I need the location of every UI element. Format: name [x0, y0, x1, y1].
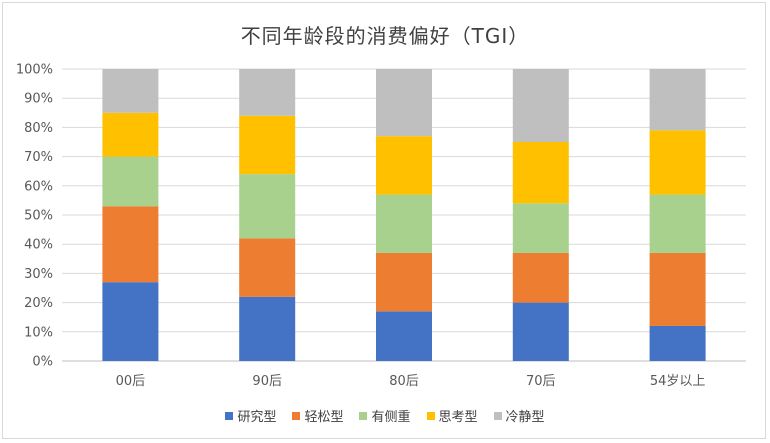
y-tick-label: 80%	[24, 121, 53, 136]
bar-segment-4	[239, 115, 296, 175]
bar-segment-1	[239, 296, 296, 361]
legend-label: 研究型	[237, 410, 277, 425]
bar-segment-4	[376, 136, 432, 195]
x-tick-label: 80后	[389, 374, 419, 389]
y-tick-label: 40%	[24, 238, 53, 253]
chart-title: 不同年龄段的消费偏好（TGI）	[240, 24, 530, 48]
y-tick-label: 70%	[24, 150, 53, 165]
bar-segment-4	[102, 112, 159, 157]
y-tick-label: 30%	[24, 267, 53, 282]
bar-segment-1	[102, 282, 159, 361]
bar-segment-5	[376, 69, 432, 137]
legend-swatch	[426, 411, 435, 420]
legend-item: 冷静型	[493, 406, 545, 425]
y-tick-label: 50%	[24, 209, 53, 224]
bar-segment-1	[376, 311, 432, 361]
legend-item: 有侧重	[359, 406, 411, 425]
legend-label: 冷静型	[505, 410, 545, 425]
legend-swatch	[493, 411, 502, 420]
x-tick-label: 90后	[252, 374, 282, 389]
legend-item: 思考型	[426, 406, 478, 425]
y-tick-label: 90%	[24, 92, 53, 107]
bar-segment-2	[512, 252, 569, 303]
legend-item: 轻松型	[292, 406, 343, 425]
bar-segment-1	[512, 302, 569, 361]
bar-segment-4	[649, 130, 706, 195]
legend-label: 思考型	[438, 410, 478, 425]
y-tick-label: 60%	[24, 179, 53, 194]
bar-segment-1	[649, 325, 706, 361]
bar-segment-3	[649, 194, 706, 253]
bar-segment-3	[512, 203, 569, 253]
y-axis-ticks: 0% 10% 20% 30% 40% 50% 60% 70% 80% 90% 100%	[16, 63, 53, 370]
bars	[102, 69, 706, 361]
y-tick-label: 100%	[16, 63, 53, 78]
bar-segment-5	[102, 69, 159, 113]
bar-segment-5	[512, 69, 569, 142]
x-axis-ticks: 00后 90后 80后 70后 54岁以上	[116, 374, 706, 389]
bar-segment-3	[102, 156, 159, 207]
bar-segment-2	[376, 252, 432, 312]
legend-swatch	[292, 411, 301, 420]
bar-segment-2	[649, 252, 706, 326]
y-tick-label: 20%	[24, 296, 53, 311]
y-tick-label: 10%	[24, 325, 53, 340]
legend-swatch	[225, 411, 234, 420]
bar-segment-3	[239, 174, 296, 239]
x-tick-label: 00后	[116, 374, 146, 389]
bar-segment-5	[239, 69, 296, 116]
legend-label: 有侧重	[371, 410, 411, 425]
bar-segment-5	[649, 69, 706, 131]
y-tick-label: 0%	[32, 355, 53, 370]
bar-segment-2	[239, 238, 296, 297]
legend-item: 研究型	[225, 406, 276, 425]
bar-segment-2	[102, 206, 159, 283]
legend-label: 轻松型	[304, 410, 344, 425]
bar-segment-4	[512, 142, 569, 204]
x-tick-label: 54岁以上	[650, 374, 706, 389]
x-tick-label: 70后	[526, 374, 556, 389]
legend: 研究型 轻松型 有侧重 思考型 冷静型	[0, 406, 770, 425]
bar-segment-3	[376, 194, 432, 253]
legend-swatch	[359, 411, 368, 420]
